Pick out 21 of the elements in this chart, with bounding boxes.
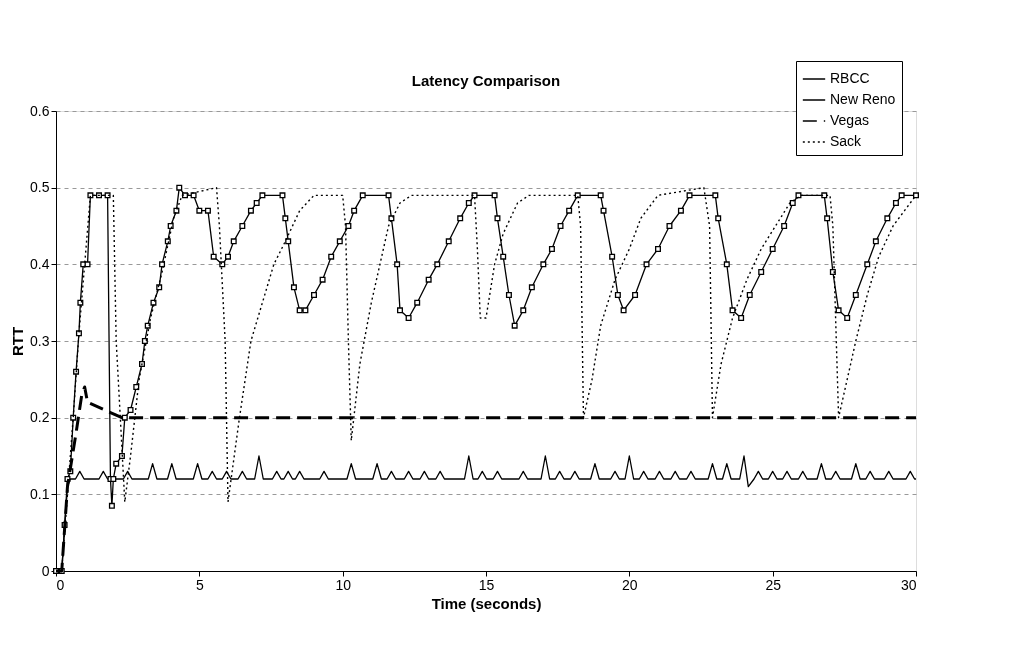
x-tick-label: 20 (622, 576, 638, 593)
y-tick-label: 0 (41, 562, 50, 579)
y-tick-label: 0.6 (30, 102, 50, 119)
x-tick-label: 0 (56, 576, 65, 593)
x-tick-label: 25 (765, 576, 782, 593)
y-axis-title: RTT (9, 326, 27, 357)
x-tick-label: 10 (335, 576, 352, 593)
y-tick-label: 0.3 (30, 332, 50, 349)
y-tick-label: 0.1 (30, 485, 50, 502)
chart-title: Latency Comparison (411, 71, 561, 89)
y-tick-label: 0.2 (30, 409, 50, 426)
y-tick-label: 0.4 (30, 255, 50, 272)
legend-label: RBCC (830, 70, 870, 86)
y-tick-label: 0.5 (30, 179, 50, 196)
x-tick-label: 30 (900, 576, 917, 593)
x-tick-label: 5 (195, 576, 204, 593)
legend-label: New Reno (830, 91, 896, 107)
legend-label: Vegas (830, 112, 869, 128)
x-axis-title: Time (seconds) (431, 594, 542, 612)
x-tick-label: 15 (478, 576, 495, 593)
legend-label: Sack (830, 133, 863, 149)
